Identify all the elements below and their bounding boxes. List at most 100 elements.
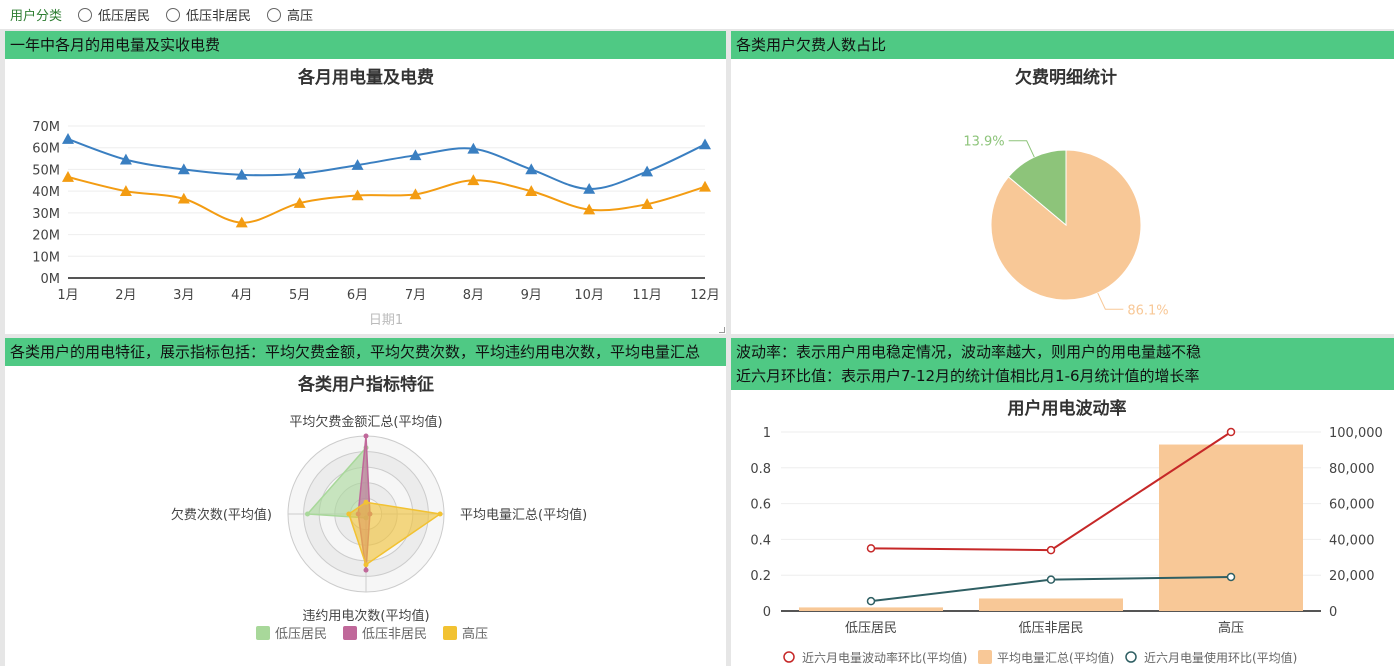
y-right-tick-label: 0 xyxy=(1329,605,1337,620)
x-tick-label: 5月 xyxy=(289,288,310,303)
y-tick-label: 40M xyxy=(32,185,60,200)
data-point-marker xyxy=(1226,572,1236,582)
data-point-marker xyxy=(62,133,74,144)
x-tick-label: 12月 xyxy=(690,288,720,303)
radar-point xyxy=(363,433,369,439)
radar-indicator-label: 平均欠费金额汇总(平均值) xyxy=(289,414,442,430)
y-tick-label: 0M xyxy=(41,272,61,287)
radio-circle[interactable] xyxy=(166,7,181,22)
y-left-tick-label: 0 xyxy=(763,605,771,620)
radio-label: 低压居民 xyxy=(98,9,151,24)
radar-point xyxy=(437,511,443,517)
y-right-tick-label: 40,000 xyxy=(1329,533,1375,548)
filter-label: 用户分类 xyxy=(10,9,63,24)
legend-label: 低压非居民 xyxy=(362,627,427,642)
series-line xyxy=(67,138,706,190)
radar-indicator-label: 欠费次数(平均值) xyxy=(171,507,272,523)
radar-point xyxy=(346,511,352,517)
x-tick-label: 1月 xyxy=(57,288,78,303)
bar xyxy=(979,598,1123,611)
resize-handle[interactable] xyxy=(719,327,725,333)
radio-circle[interactable] xyxy=(78,7,93,22)
data-point-marker xyxy=(1046,545,1056,555)
data-point-marker xyxy=(467,174,480,186)
user-category-filter: 用户分类 低压居民 低压非居民 高压 xyxy=(0,0,1394,29)
data-point-marker xyxy=(409,188,422,200)
slice-label: 13.9% xyxy=(963,135,1004,150)
y-tick-label: 50M xyxy=(32,163,60,178)
bar xyxy=(1159,444,1303,611)
data-point-marker xyxy=(1226,427,1236,437)
x-tick-label: 4月 xyxy=(231,288,252,303)
legend-label: 低压居民 xyxy=(275,627,327,642)
x-axis-label: 日期1 xyxy=(369,313,403,328)
data-point-marker xyxy=(525,185,538,196)
radio-high-voltage[interactable]: 高压 xyxy=(267,5,313,24)
legend-swatch xyxy=(783,651,795,663)
x-tick-label: 9月 xyxy=(521,288,542,303)
legend-label: 平均电量汇总(平均值) xyxy=(997,650,1114,665)
panel-user-features: 各类用户的用电特征，展示指标包括：平均欠费金额，平均欠费次数，平均违约用电次数，… xyxy=(5,338,726,666)
legend-label: 近六月电量使用环比(平均值) xyxy=(1144,650,1297,665)
slice-label: 86.1% xyxy=(1127,303,1168,318)
y-left-tick-label: 0.6 xyxy=(750,498,771,513)
data-point-marker xyxy=(699,180,711,192)
data-point-marker xyxy=(866,544,876,553)
data-point-marker xyxy=(583,203,596,215)
panel-volatility: 波动率：表示用户用电稳定情况，波动率越大，则用户的用电量越不稳 近六月环比值：表… xyxy=(731,338,1394,666)
y-left-tick-label: 0.2 xyxy=(750,569,771,584)
slice-label-line xyxy=(1008,140,1035,158)
radio-low-voltage-nonresident[interactable]: 低压非居民 xyxy=(166,5,251,24)
radar-point xyxy=(363,567,369,573)
panel-header: 各类用户的用电特征，展示指标包括：平均欠费金额，平均欠费次数，平均违约用电次数，… xyxy=(5,338,726,366)
y-tick-label: 30M xyxy=(32,207,60,222)
data-point-marker xyxy=(583,182,596,194)
x-tick-label: 2月 xyxy=(115,288,136,303)
x-tick-label: 高压 xyxy=(1218,620,1244,636)
x-tick-label: 10月 xyxy=(574,288,604,303)
legend-swatch xyxy=(256,626,270,640)
radio-label: 低压非居民 xyxy=(186,9,252,24)
series-line xyxy=(67,176,706,224)
x-tick-label: 7月 xyxy=(405,288,426,303)
data-point-marker xyxy=(467,142,480,154)
radio-circle[interactable] xyxy=(267,7,282,22)
data-point-marker xyxy=(641,198,654,209)
data-point-marker xyxy=(866,596,876,606)
radar-point xyxy=(363,499,369,505)
panel-header: 波动率：表示用户用电稳定情况，波动率越大，则用户的用电量越不稳 近六月环比值：表… xyxy=(731,338,1394,390)
radar-indicator-label: 违约用电次数(平均值) xyxy=(302,608,429,624)
y-left-tick-label: 1 xyxy=(763,426,771,441)
radio-low-voltage-resident[interactable]: 低压居民 xyxy=(78,5,150,24)
radar-point xyxy=(305,511,310,517)
y-right-tick-label: 80,000 xyxy=(1329,462,1375,477)
data-point-marker xyxy=(235,168,248,180)
data-point-marker xyxy=(235,216,248,228)
radar-point xyxy=(363,562,369,568)
data-point-marker xyxy=(293,197,306,208)
legend-label: 近六月电量波动率环比(平均值) xyxy=(802,650,967,665)
data-point-marker xyxy=(699,138,711,150)
data-point-marker xyxy=(119,185,132,196)
data-point-marker xyxy=(1046,575,1056,584)
panel-header: 各类用户欠费人数占比 xyxy=(731,31,1394,59)
legend-swatch xyxy=(1125,651,1137,663)
volatility-combo-chart: 用户用电波动率 0 0.2 0.4 0.6 0.8 1 0 20,000 40,000 60,000… xyxy=(750,398,1383,665)
y-tick-label: 20M xyxy=(32,229,60,244)
x-tick-label: 低压居民 xyxy=(845,621,897,636)
data-point-marker xyxy=(409,149,422,161)
y-right-tick-label: 100,000 xyxy=(1329,426,1383,441)
y-right-tick-label: 20,000 xyxy=(1329,569,1375,584)
monthly-usage-chart: 各月用电量及电费 0M 10M 20M 30M 40M 50M 60M 70M 1月 2月 3月 4月 5… xyxy=(32,67,720,328)
y-tick-label: 60M xyxy=(32,142,60,157)
data-point-marker xyxy=(293,167,306,179)
bar xyxy=(799,607,943,611)
legend-swatch xyxy=(443,626,457,640)
panel-monthly-usage: 一年中各月的用电量及实收电费 各月用电量及电费 0M 10M 20M 30M 40M 50M… xyxy=(5,31,726,334)
x-tick-label: 6月 xyxy=(347,288,368,303)
chart-title: 各类用户指标特征 xyxy=(297,374,434,395)
chart-title: 用户用电波动率 xyxy=(1008,398,1127,419)
data-point-marker xyxy=(351,159,364,170)
chart-title: 各月用电量及电费 xyxy=(297,67,434,88)
